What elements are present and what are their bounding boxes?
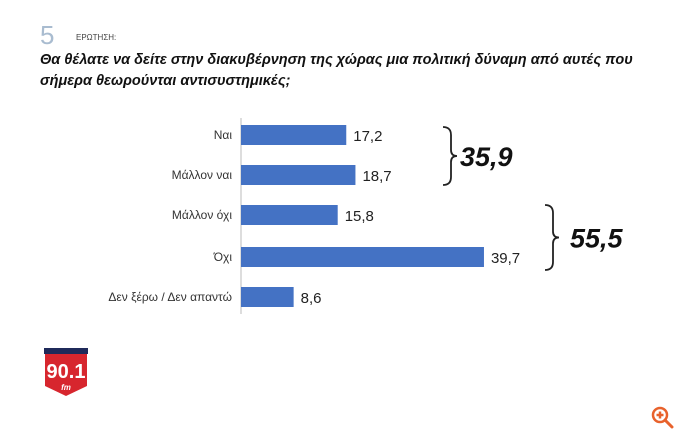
value-label: 39,7 [491,250,520,267]
radio-logo: 90.1 fm [44,348,88,396]
group-total-label: 55,5 [570,224,624,254]
category-label: Όχι [213,250,233,264]
svg-text:90.1: 90.1 [47,361,86,383]
zoom-in-icon[interactable] [650,405,674,429]
category-label: Δεν ξέρω / Δεν απαντώ [108,290,232,304]
value-label: 18,7 [362,168,391,185]
question-number: 5 [40,20,55,50]
group-total-label: 35,9 [460,142,513,172]
category-label: Μάλλον ναι [172,168,233,182]
bar [241,125,347,145]
value-label: 17,2 [353,128,382,145]
chart-title: Θα θέλατε να δείτε στην διακυβέρνηση της… [40,52,633,89]
category-label: Μάλλον όχι [172,208,232,222]
bar [241,165,356,185]
bar [241,287,294,307]
value-label: 15,8 [345,208,374,225]
value-label: 8,6 [301,290,322,307]
group-bracket [544,204,560,271]
bar [241,205,338,225]
svg-text:fm: fm [61,383,71,392]
category-label: Ναι [214,128,233,142]
group-bracket [442,126,458,186]
bar [241,247,484,267]
question-label: ΕΡΩΤΗΣΗ: [76,33,117,42]
